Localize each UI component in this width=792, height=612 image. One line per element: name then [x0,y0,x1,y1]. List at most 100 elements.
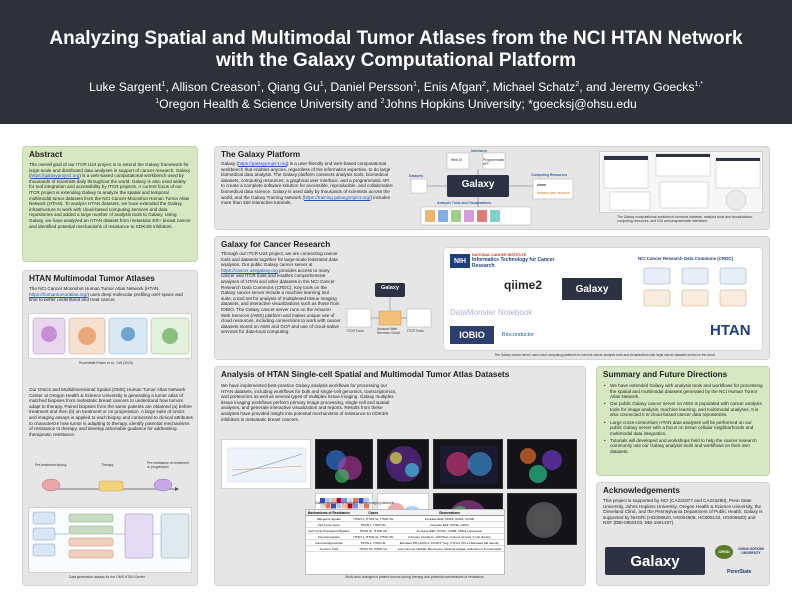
author-affiliation-sup: 1 [319,81,324,88]
author-affiliation-sup: 1 [161,81,166,88]
galaxy-screenshots [599,151,763,213]
heatmap-cell [342,498,347,503]
table-cell: Cell Cycle Checkpoint Bypass [306,527,352,534]
table-cell: Immune Cold [306,545,352,552]
tissue-image-2 [377,439,429,489]
galaxy-diagram-caption: The Galaxy computational workbench conne… [617,215,753,223]
author-name: Qiang Gu [267,80,320,94]
title-line-2: with the Galaxy Computational Platform [216,50,576,71]
diagram-galaxy-label: Galaxy [461,179,495,190]
heatmap-cell [320,498,325,503]
tissue-image-3 [433,439,503,489]
table-cell: Low immune infiltrate Monocytes, Minimal… [394,545,504,552]
galaxy-logo-ack-text: Galaxy [630,552,680,570]
table-header-cases: Cases [351,510,395,516]
heatmap-cell [342,503,347,509]
resistance-table-wrapper: Mechanisms of Resistance Cases Observati… [305,509,505,575]
galaxy-text-part-3: ) includes more than 150 interactive tut… [221,194,391,206]
heatmap-cell [325,503,331,509]
summary-item: Our public Galaxy cancer server on AWS i… [603,401,763,418]
heatmap-cell [331,503,336,509]
assay-workflow-illustration [32,511,190,559]
heatmap-cell [336,503,342,509]
resistance-table: Mechanisms of Resistance Cases Observati… [306,510,504,552]
tissue-image-4-illustration [520,448,562,483]
author-name: Michael Schatz [492,80,576,94]
table-cell: HTAN 1, HTAN 3L [351,521,395,528]
nci-itcr-logo: NATIONAL CANCER INSTITUTE Informatics Te… [472,253,572,269]
author-name: Allison Creason [171,80,257,94]
cancer-text-part-2: provides access to many cancer and ITCR … [221,267,341,335]
author-name: Luke Sargent [88,80,162,94]
table-cell: HTAN 1, HTAN 3L, HTAN 4S [351,515,395,522]
ohsu-logo: OHSU [715,545,733,559]
diagram-label-web-ui: Web UI [451,158,463,162]
abstract-panel: Abstract The overall goal of our ITCR U2… [22,146,198,262]
summary-item: Tutorials will developed and workshops h… [603,438,763,455]
table-cell: HTAN 1, HTAN 3L, HTAN 3S [351,533,395,540]
tissue-image-3-illustration [440,446,498,484]
table-cell: Increase MET, PCNA, CCNB, CDK4 expressio… [394,527,504,534]
author: Enis Afgan2 [424,80,486,94]
heatmap-cell [358,498,364,503]
poster-header: Analyzing Spatial and Multimodal Tumor A… [0,0,792,124]
assay-workflow-figure [28,507,192,573]
table-row: Immunosuppressive HTAN 1, HTAN 3L Elevated… [306,539,504,546]
timeline-label-post: Pre-resistance on treatment or progressi… [147,461,189,469]
qiime2-logo: qiime2 [504,278,543,292]
htan-atlas-figure [28,313,192,359]
diagram-label-aws: amazon web services [537,191,570,195]
galaxy-platform-heading: The Galaxy Platform [221,150,301,159]
tissue-image-6 [507,493,577,545]
table-row: Cell Cycle Gene HTAN 1, HTAN 3L Increase E… [306,521,504,528]
analysis-text: We have implemented best-practice Galaxy… [221,383,397,422]
htan-portal-link[interactable]: https://humantumoratlas.org/ [29,291,88,297]
abstract-text-part-1: The overall goal of our ITCR U24 project… [29,162,191,179]
diagram-label-api: Programmatic API [483,158,505,166]
biopsy-timeline: Pre-treatment biopsy Therapy Pre-resista… [29,461,193,505]
acknowledgements-panel: Acknowledgements This project is support… [596,482,770,586]
author-affiliation-sup: 1,* [694,81,704,88]
analysis-figure-caption: Galaxy analyses of multiplex tissue imag… [315,501,395,505]
author: and Jeremy Goecks1,* [586,80,703,94]
galaxy-project-link[interactable]: https://galaxyproject.org [238,161,287,166]
table-row: Mitogenic signals HTAN 1, HTAN 3L, HTAN 4… [306,515,504,522]
htan-atlases-panel: HTAN Multimodal Tumor Atlases The NCI Ca… [22,270,198,586]
table-cell: Increase EGF, CDK2, CDK6, CCND [394,515,504,522]
htan-atlas-figure-caption: Rozenblatt-Rosen et al., Cell (2020) [79,361,133,365]
galaxy-architecture-diagram: Interfaces Web UI Programmatic API Datas… [401,149,587,229]
htan-text-part-1: The NCI Cancer Moonshot Human Tumor Atla… [29,286,160,291]
heatmap-cell [347,503,353,509]
galaxy-logo-ack: Galaxy [605,547,705,575]
summary-list: We have extended Galaxy with analysis to… [603,383,763,455]
author: Qiang Gu1 [268,80,324,94]
cancer-galaxy-link[interactable]: https://cancer.usegalaxy.org [221,267,278,273]
acknowledgements-text: This project is supported by NCI (CA2318… [603,498,763,526]
crdc-diagram [640,264,750,310]
nci-label: NATIONAL CANCER INSTITUTE [472,253,527,257]
author: Allison Creason1 [172,80,261,94]
table-row: Cell Cycle Checkpoint Bypass HTAN 3L, HTA… [306,527,504,534]
table-cell: HTAN 3L, HTAN 3S [351,527,395,534]
htan-atlas-illustration [32,317,190,355]
author-name: and Jeremy Goecks [586,80,695,94]
heatmap-cell [364,503,369,509]
htan-logo: HTAN [710,322,751,339]
galaxy-platform-panel: The Galaxy Platform Galaxy (https://gala… [214,146,770,230]
htan-atlases-heading: HTAN Multimodal Tumor Atlases [29,274,155,283]
itcr-label: Informatics Technology for Cancer Resear… [472,257,555,269]
mini-label-itcr-left: ITCR Tools [347,329,364,333]
table-caption: Multi-omic changes in patient tumors dur… [345,575,485,579]
table-cell: HTAN 1, HTAN 3L [351,539,395,546]
galaxy-training-link[interactable]: https://training.galaxyproject.org/ [303,194,371,200]
author-name: Enis Afgan [423,80,483,94]
poster-title: Analyzing Spatial and Multimodal Tumor A… [0,28,792,72]
abstract-galaxy-link[interactable]: https://galaxyproject.org [30,173,80,179]
table-cell: Immunoreactive [306,533,352,540]
cancer-logos-collage: NIH NATIONAL CANCER INSTITUTE Informatic… [443,247,763,351]
assay-workflow-caption: Data generation assays for the OMS HTAN … [69,575,145,579]
table-header-mechanism: Mechanisms of Resistance [306,510,352,516]
summary-item: Large cross-consortium HTAN data analyse… [603,420,763,437]
cancer-research-text: Through our ITCR U24 project, we are con… [221,251,341,335]
cancer-research-heading: Galaxy for Cancer Research [221,240,331,249]
